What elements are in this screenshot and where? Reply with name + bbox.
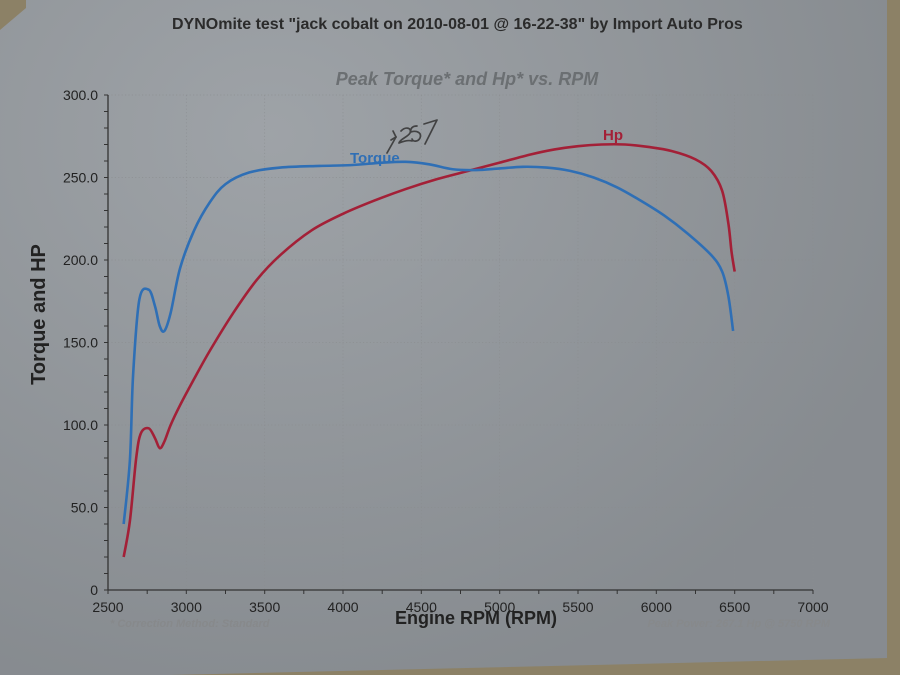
svg-text:100.0: 100.0 — [63, 417, 98, 433]
svg-text:150.0: 150.0 — [63, 335, 98, 351]
svg-text:200.0: 200.0 — [63, 252, 98, 268]
svg-text:6500: 6500 — [719, 599, 750, 615]
svg-text:7000: 7000 — [797, 599, 828, 615]
svg-text:0: 0 — [90, 582, 98, 598]
svg-text:Torque: Torque — [350, 150, 400, 167]
svg-text:50.0: 50.0 — [71, 500, 98, 516]
svg-text:5000: 5000 — [484, 599, 515, 615]
svg-text:300.0: 300.0 — [63, 87, 98, 103]
svg-text:3500: 3500 — [249, 599, 280, 615]
svg-text:4000: 4000 — [327, 599, 358, 615]
svg-text:6000: 6000 — [641, 599, 672, 615]
svg-text:250.0: 250.0 — [63, 170, 98, 186]
svg-text:4500: 4500 — [406, 599, 437, 615]
svg-text:5500: 5500 — [562, 599, 593, 615]
svg-text:Hp: Hp — [603, 127, 623, 144]
svg-text:3000: 3000 — [171, 599, 202, 615]
svg-text:2500: 2500 — [92, 599, 123, 615]
